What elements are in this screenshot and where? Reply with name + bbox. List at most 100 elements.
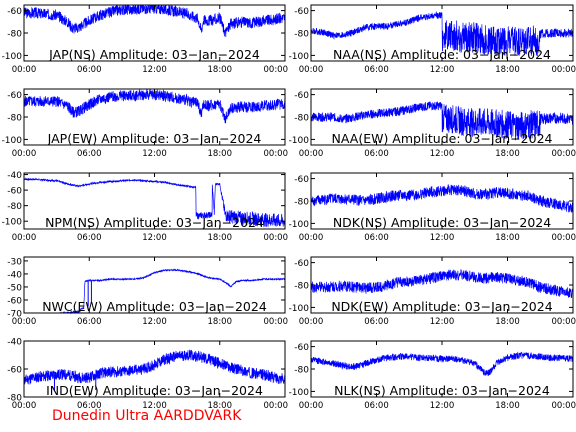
y-tick-label-7-4: -60 [7,296,22,306]
y-tick-label-5-3: -80 [7,202,22,212]
x-tick-label-1-2: 06:00 [77,65,102,75]
x-tick-label-8-5: 00:00 [552,317,576,327]
x-tick-label-8-4: 18:00 [495,317,520,327]
y-tick-label-4-2: -80 [294,114,309,124]
x-tick-label-1-5: 00:00 [264,65,289,75]
signal-trace-1 [23,4,286,38]
x-tick-label-10-4: 18:00 [495,401,520,411]
chart-title-5: NPM(NS) Amplitude: 03−Jan−2024 [45,215,264,230]
x-tick-label-7-2: 06:00 [77,317,102,327]
x-tick-label-6-5: 00:00 [552,233,576,243]
x-tick-label-4-2: 06:00 [364,149,389,159]
y-tick-label-7-3: -50 [7,283,22,293]
x-tick-label-2-5: 00:00 [552,65,576,75]
x-tick-label-9-1: 00:00 [12,401,37,411]
signal-trace-8 [310,269,574,299]
chart-title-2: NAA(NS) Amplitude: 03−Jan−2024 [333,47,551,62]
y-tick-label-9-3: -80 [7,394,22,404]
x-tick-label-7-3: 12:00 [142,317,167,327]
x-tick-label-4-1: 00:00 [299,149,324,159]
y-tick-label-3-2: -80 [7,114,22,124]
chart-title-8: NDK(EW) Amplitude: 03−Jan−2024 [331,299,552,314]
x-tick-label-10-5: 00:00 [552,401,576,411]
x-tick-label-6-3: 12:00 [430,233,455,243]
chart-title-6: NDK(NS) Amplitude: 03−Jan−2024 [333,215,551,230]
x-tick-label-1-1: 00:00 [12,65,37,75]
x-tick-label-8-3: 12:00 [430,317,455,327]
signal-trace-2 [310,11,574,57]
chart-title-9: IND(EW) Amplitude: 03−Jan−2024 [46,383,263,398]
x-tick-label-10-2: 06:00 [364,401,389,411]
y-tick-label-7-2: -40 [7,270,22,280]
x-tick-label-6-4: 18:00 [495,233,520,243]
chart-title-3: JAP(EW) Amplitude: 03−Jan−2024 [47,131,262,146]
y-tick-label-5-1: -40 [7,171,22,181]
x-tick-label-1-3: 12:00 [142,65,167,75]
signal-trace-3 [23,88,286,124]
x-tick-label-7-5: 00:00 [264,317,289,327]
signal-trace-9 [23,349,286,385]
x-tick-label-9-5: 00:00 [264,401,289,411]
y-tick-label-9-1: -40 [7,338,22,348]
x-tick-label-6-1: 00:00 [299,233,324,243]
y-tick-label-6-1: -60 [294,175,309,185]
x-tick-label-9-3: 12:00 [142,401,167,411]
y-tick-label-1-2: -80 [7,30,22,40]
x-tick-label-5-5: 00:00 [264,233,289,243]
x-tick-label-1-4: 18:00 [208,65,233,75]
y-tick-label-3-1: -60 [7,91,22,101]
y-tick-label-4-1: -60 [294,91,309,101]
y-tick-label-4-3: -100 [289,136,310,146]
y-tick-label-6-2: -80 [294,198,309,208]
y-tick-label-10-3: -100 [289,388,310,398]
y-tick-label-5-4: -100 [2,218,23,228]
x-tick-label-4-5: 00:00 [552,149,576,159]
x-tick-label-2-3: 12:00 [430,65,455,75]
chart-title-10: NLK(NS) Amplitude: 03−Jan−2024 [334,383,550,398]
signal-trace-4 [310,101,574,141]
x-tick-label-7-1: 00:00 [12,317,37,327]
x-tick-label-5-1: 00:00 [12,233,37,243]
y-tick-label-1-1: -60 [7,7,22,17]
x-tick-label-5-2: 06:00 [77,233,102,243]
y-tick-label-2-1: -60 [294,7,309,17]
x-tick-label-3-4: 18:00 [208,149,233,159]
y-tick-label-7-1: -30 [7,257,22,267]
x-tick-label-3-2: 06:00 [77,149,102,159]
signal-trace-5 [23,177,286,228]
x-tick-label-4-3: 12:00 [430,149,455,159]
x-tick-label-4-4: 18:00 [495,149,520,159]
x-tick-label-2-4: 18:00 [495,65,520,75]
y-tick-label-2-2: -80 [294,30,309,40]
station-footer: Dunedin Ultra AARDDVARK [52,408,242,424]
y-tick-label-10-1: -60 [294,343,309,353]
x-tick-label-7-4: 18:00 [208,317,233,327]
y-tick-label-6-3: -100 [289,220,310,230]
y-tick-label-8-1: -60 [294,259,309,269]
y-tick-label-7-5: -70 [7,310,22,320]
signal-trace-10 [310,351,574,376]
x-tick-label-9-4: 18:00 [208,401,233,411]
chart-title-4: NAA(EW) Amplitude: 03−Jan−2024 [332,131,553,146]
x-tick-label-8-2: 06:00 [364,317,389,327]
signal-trace-6 [310,184,574,213]
y-tick-label-10-2: -80 [294,366,309,376]
y-tick-label-9-2: -60 [7,366,22,376]
x-tick-label-3-5: 00:00 [264,149,289,159]
y-tick-label-2-3: -100 [289,52,310,62]
x-tick-label-3-1: 00:00 [12,149,37,159]
x-tick-label-6-2: 06:00 [364,233,389,243]
x-tick-label-3-3: 12:00 [142,149,167,159]
y-tick-label-8-2: -80 [294,282,309,292]
y-tick-label-8-3: -100 [289,304,310,314]
chart-title-1: JAP(NS) Amplitude: 03−Jan−2024 [48,47,260,62]
y-tick-label-5-2: -60 [7,187,22,197]
x-tick-label-9-2: 06:00 [77,401,102,411]
x-tick-label-2-2: 06:00 [364,65,389,75]
x-tick-label-10-3: 12:00 [430,401,455,411]
x-tick-label-2-1: 00:00 [299,65,324,75]
x-tick-label-5-4: 18:00 [208,233,233,243]
y-tick-label-3-3: -100 [2,136,23,146]
x-tick-label-10-1: 00:00 [299,401,324,411]
